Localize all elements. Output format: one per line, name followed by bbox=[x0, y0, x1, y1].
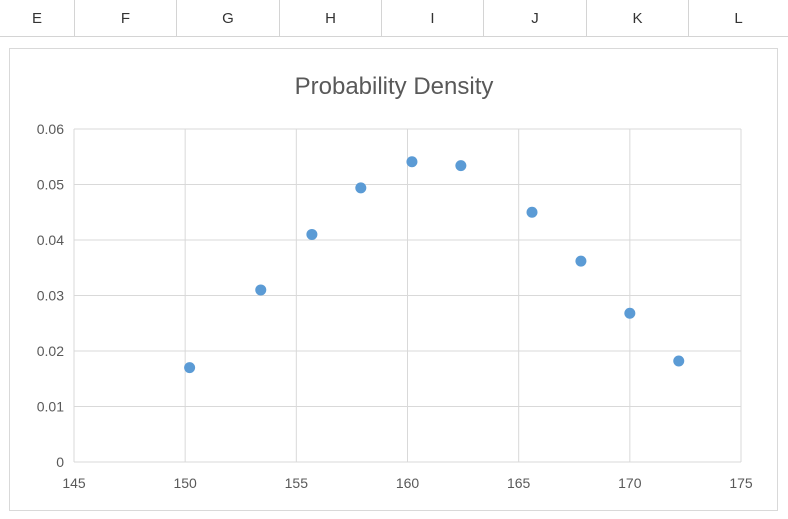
y-tick-label: 0.02 bbox=[37, 343, 64, 359]
column-header-j[interactable]: J bbox=[484, 0, 587, 36]
y-axis-tick-labels: 0 0.01 0.02 0.03 0.04 0.05 0.06 bbox=[37, 121, 64, 470]
scatter-point[interactable] bbox=[624, 307, 636, 319]
y-tick-label: 0.01 bbox=[37, 399, 64, 415]
x-axis-tick-labels: 145 150 155 160 165 170 175 bbox=[62, 475, 753, 491]
scatter-point[interactable] bbox=[455, 160, 467, 172]
column-header-l[interactable]: L bbox=[734, 9, 743, 27]
gridlines bbox=[73, 128, 742, 463]
y-tick-label: 0 bbox=[56, 454, 64, 470]
scatter-point[interactable] bbox=[575, 255, 587, 267]
chart-title: Probability Density bbox=[295, 73, 494, 100]
scatter-point[interactable] bbox=[355, 182, 367, 194]
x-tick-label: 145 bbox=[62, 475, 86, 491]
column-header-h[interactable]: H bbox=[280, 0, 382, 36]
chart-container[interactable]: Probability Density 0 0.01 0.02 0.03 0.04 0.0… bbox=[9, 48, 778, 511]
y-tick-label: 0.05 bbox=[37, 177, 64, 193]
scatter-point[interactable] bbox=[184, 362, 196, 374]
column-header-e[interactable]: E bbox=[0, 0, 75, 36]
x-tick-label: 160 bbox=[396, 475, 420, 491]
column-header-f[interactable]: F bbox=[75, 0, 177, 36]
scatter-point[interactable] bbox=[306, 228, 318, 240]
column-header-g[interactable]: G bbox=[177, 0, 280, 36]
y-tick-label: 0.04 bbox=[37, 232, 64, 248]
scatter-point[interactable] bbox=[406, 156, 418, 168]
scatter-point[interactable] bbox=[673, 355, 685, 367]
column-header-bar: E F G H I J K L bbox=[0, 0, 788, 37]
column-header-i[interactable]: I bbox=[382, 0, 484, 36]
x-tick-label: 155 bbox=[285, 475, 309, 491]
x-tick-label: 165 bbox=[507, 475, 531, 491]
y-tick-label: 0.06 bbox=[37, 121, 64, 137]
x-tick-label: 150 bbox=[173, 475, 197, 491]
data-points[interactable] bbox=[184, 156, 685, 374]
y-tick-label: 0.03 bbox=[37, 288, 64, 304]
worksheet-grid[interactable]: Probability Density 0 0.01 0.02 0.03 0.04 0.0… bbox=[0, 37, 788, 519]
x-tick-label: 170 bbox=[618, 475, 642, 491]
scatter-point[interactable] bbox=[526, 206, 538, 218]
scatter-point[interactable] bbox=[255, 284, 267, 296]
column-header-k[interactable]: K bbox=[587, 0, 689, 36]
scatter-chart[interactable]: Probability Density 0 0.01 0.02 0.03 0.04 0.0… bbox=[10, 49, 779, 512]
x-tick-label: 175 bbox=[729, 475, 753, 491]
